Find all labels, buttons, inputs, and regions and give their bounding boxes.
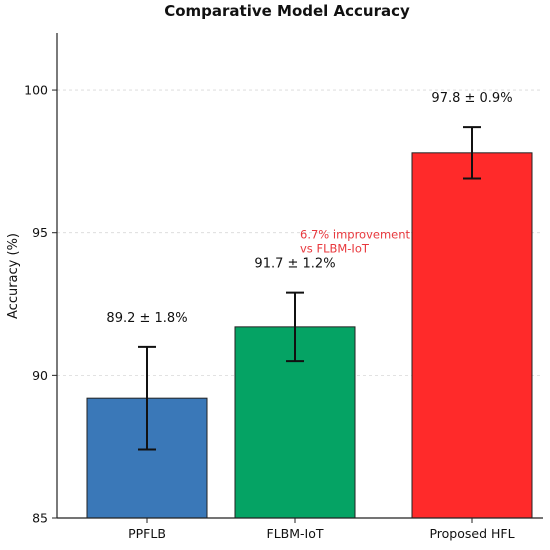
y-tick-label: 95 [32, 225, 48, 240]
x-tick-label: Proposed HFL [429, 526, 514, 541]
y-axis-title: Accuracy (%) [6, 233, 21, 319]
x-tick-label: PPFLB [128, 526, 166, 541]
data-labels-layer: 89.2 ± 1.8% 91.7 ± 1.2% 97.8 ± 0.9% [106, 91, 512, 326]
ticks-layer: 85 90 95 100 PPFLB FLBM-IoT Proposed HFL [24, 83, 514, 541]
annotation-line: 6.7% improvement [300, 227, 411, 241]
bar-proposed-hfl [411, 152, 533, 519]
chart-title: Comparative Model Accuracy [164, 2, 410, 20]
data-label: 97.8 ± 0.9% [431, 91, 512, 106]
data-label: 89.2 ± 1.8% [106, 311, 187, 326]
bars-layer [86, 152, 533, 519]
improvement-annotation: 6.7% improvement vs FLBM-IoT [300, 227, 411, 255]
y-tick-label: 90 [32, 368, 48, 383]
y-tick-label: 85 [32, 511, 48, 526]
x-tick-label: FLBM-IoT [267, 526, 324, 541]
y-tick-label: 100 [24, 83, 48, 98]
axes-layer [56, 33, 543, 519]
annotation-line: vs FLBM-IoT [300, 241, 370, 255]
error-bars-layer [138, 126, 481, 451]
data-label: 91.7 ± 1.2% [254, 257, 335, 272]
